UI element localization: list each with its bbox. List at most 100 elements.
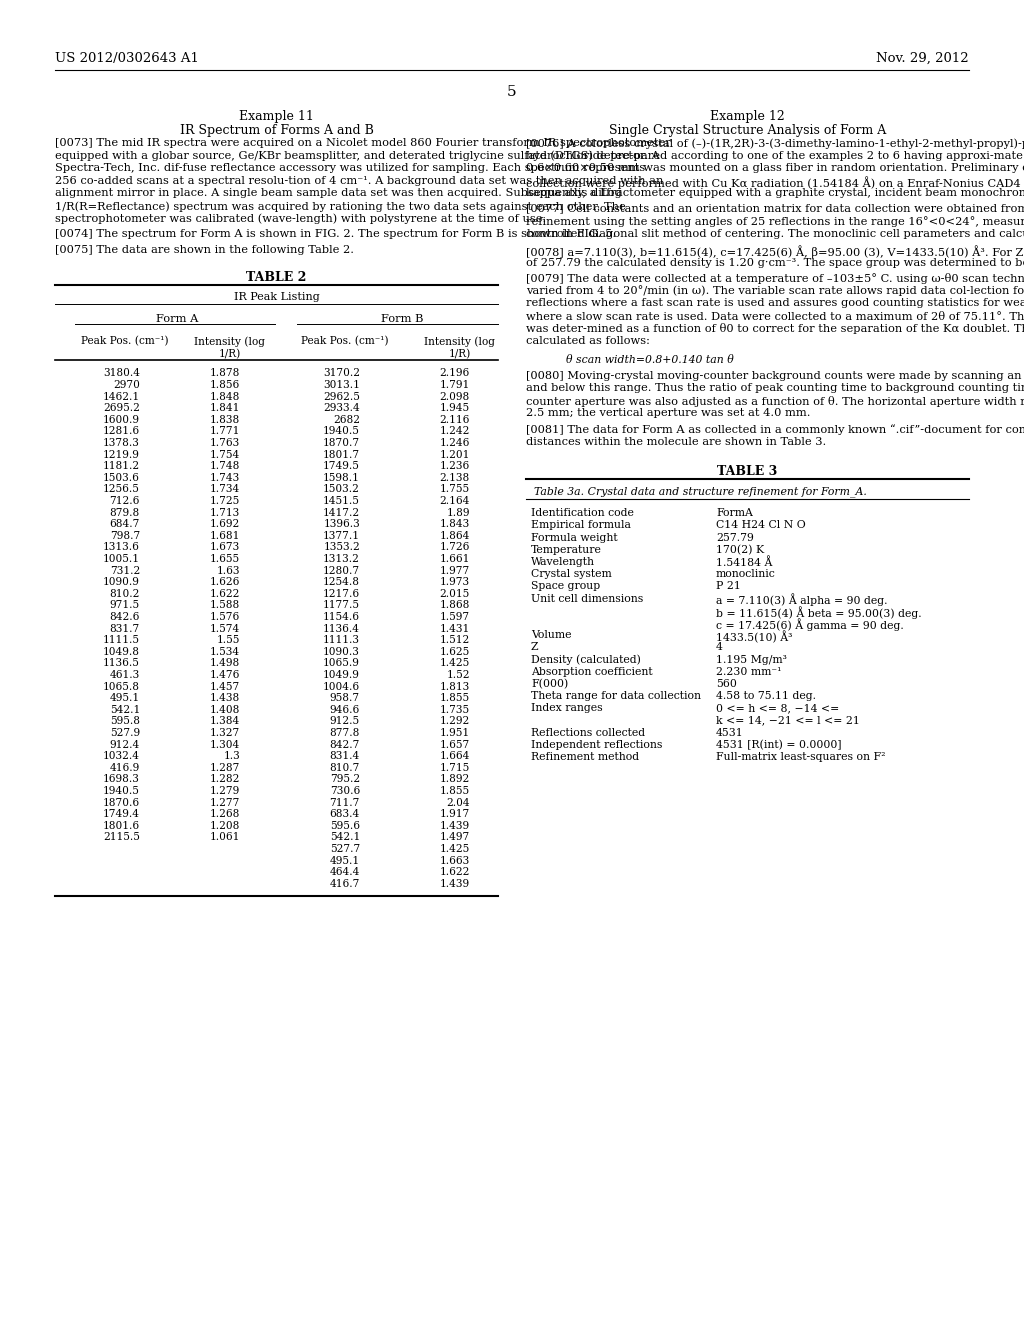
Text: 0 <= h <= 8, −14 <=: 0 <= h <= 8, −14 <=: [716, 704, 840, 713]
Text: 1.892: 1.892: [439, 775, 470, 784]
Text: Form B: Form B: [381, 314, 424, 325]
Text: 958.7: 958.7: [330, 693, 360, 704]
Text: P 21: P 21: [716, 581, 741, 591]
Text: 1.439: 1.439: [440, 879, 470, 888]
Text: 1.917: 1.917: [439, 809, 470, 820]
Text: 1417.2: 1417.2: [323, 508, 360, 517]
Text: 2.196: 2.196: [439, 368, 470, 379]
Text: 1.855: 1.855: [440, 785, 470, 796]
Text: 1.534: 1.534: [210, 647, 240, 657]
Text: 3170.2: 3170.2: [323, 368, 360, 379]
Text: 1378.3: 1378.3: [103, 438, 140, 447]
Text: equipped with a globar source, Ge/KBr beamsplitter, and deterated triglycine sul: equipped with a globar source, Ge/KBr be…: [55, 150, 659, 161]
Text: 1749.4: 1749.4: [103, 809, 140, 820]
Text: 1503.6: 1503.6: [103, 473, 140, 483]
Text: 831.7: 831.7: [110, 623, 140, 634]
Text: 1698.3: 1698.3: [103, 775, 140, 784]
Text: where a slow scan rate is used. Data were collected to a maximum of 2θ of 75.11°: where a slow scan rate is used. Data wer…: [526, 310, 1024, 322]
Text: Example 12: Example 12: [710, 110, 784, 123]
Text: 1.771: 1.771: [210, 426, 240, 437]
Text: counter aperture was also adjusted as a function of θ. The horizontal aperture w: counter aperture was also adjusted as a …: [526, 396, 1024, 407]
Text: Identification code: Identification code: [531, 508, 634, 519]
Text: Theta range for data collection: Theta range for data collection: [531, 692, 701, 701]
Text: 712.6: 712.6: [110, 496, 140, 506]
Text: 1111.5: 1111.5: [103, 635, 140, 645]
Text: 4531: 4531: [716, 727, 743, 738]
Text: 1940.5: 1940.5: [324, 426, 360, 437]
Text: 1.282: 1.282: [210, 775, 240, 784]
Text: 4531 [R(int) = 0.0000]: 4531 [R(int) = 0.0000]: [716, 741, 842, 750]
Text: 1.576: 1.576: [210, 612, 240, 622]
Text: 1.848: 1.848: [210, 392, 240, 401]
Text: 2.04: 2.04: [446, 797, 470, 808]
Text: 1.061: 1.061: [210, 833, 240, 842]
Text: 1353.2: 1353.2: [324, 543, 360, 552]
Text: k <= 14, −21 <= l <= 21: k <= 14, −21 <= l <= 21: [716, 715, 860, 726]
Text: 4: 4: [716, 643, 723, 652]
Text: reflections where a fast scan rate is used and assures good counting statistics : reflections where a fast scan rate is us…: [526, 298, 1024, 308]
Text: varied from 4 to 20°/min (in ω). The variable scan rate allows rapid data col-le: varied from 4 to 20°/min (in ω). The var…: [526, 285, 1024, 297]
Text: 3180.4: 3180.4: [103, 368, 140, 379]
Text: 542.1: 542.1: [330, 833, 360, 842]
Text: 1.292: 1.292: [439, 717, 470, 726]
Text: 1.52: 1.52: [446, 671, 470, 680]
Text: 1.673: 1.673: [210, 543, 240, 552]
Text: 1136.4: 1136.4: [323, 623, 360, 634]
Text: 1.457: 1.457: [210, 681, 240, 692]
Text: 1.588: 1.588: [210, 601, 240, 610]
Text: TABLE 2: TABLE 2: [247, 272, 306, 284]
Text: 1.3: 1.3: [223, 751, 240, 762]
Text: 495.1: 495.1: [110, 693, 140, 704]
Text: US 2012/0302643 A1: US 2012/0302643 A1: [55, 51, 199, 65]
Text: [0080] Moving-crystal moving-counter background counts were made by scanning an : [0080] Moving-crystal moving-counter bac…: [526, 371, 1024, 380]
Text: 1.791: 1.791: [439, 380, 470, 389]
Text: Peak Pos. (cm⁻¹): Peak Pos. (cm⁻¹): [301, 337, 389, 347]
Text: 1801.6: 1801.6: [102, 821, 140, 830]
Text: 1.951: 1.951: [440, 729, 470, 738]
Text: c = 17.425(6) Å gamma = 90 deg.: c = 17.425(6) Å gamma = 90 deg.: [716, 618, 904, 631]
Text: 2970: 2970: [113, 380, 140, 389]
Text: 3013.1: 3013.1: [324, 380, 360, 389]
Text: [0078] a=7.110(3), b=11.615(4), c=17.425(6) Å, β=95.00 (3), V=1433.5(10) Å³. For: [0078] a=7.110(3), b=11.615(4), c=17.425…: [526, 244, 1024, 257]
Text: 1.438: 1.438: [210, 693, 240, 704]
Text: 711.7: 711.7: [330, 797, 360, 808]
Text: Independent reflections: Independent reflections: [531, 741, 663, 750]
Text: 810.2: 810.2: [110, 589, 140, 599]
Text: of 257.79 the calculated density is 1.20 g·cm⁻³. The space group was determined : of 257.79 the calculated density is 1.20…: [526, 257, 1024, 268]
Text: calculated as follows:: calculated as follows:: [526, 337, 650, 346]
Text: [0076] A colorless crystal of (–)-(1R,2R)-3-(3-dimethy-lamino-1-ethyl-2-methyl-p: [0076] A colorless crystal of (–)-(1R,2R…: [526, 139, 1024, 149]
Text: Refinement method: Refinement method: [531, 752, 639, 762]
Text: 1.734: 1.734: [210, 484, 240, 495]
Text: [0075] The data are shown in the following Table 2.: [0075] The data are shown in the followi…: [55, 244, 354, 255]
Text: 1005.1: 1005.1: [103, 554, 140, 564]
Text: 831.4: 831.4: [330, 751, 360, 762]
Text: 1090.3: 1090.3: [324, 647, 360, 657]
Text: 1.384: 1.384: [210, 717, 240, 726]
Text: 1.655: 1.655: [210, 554, 240, 564]
Text: 1.855: 1.855: [440, 693, 470, 704]
Text: 1.977: 1.977: [439, 565, 470, 576]
Text: Spectra-Tech, Inc. dif-fuse reflectance accessory was utilized for sampling. Eac: Spectra-Tech, Inc. dif-fuse reflectance …: [55, 164, 645, 173]
Text: 1090.9: 1090.9: [103, 577, 140, 587]
Text: 1.512: 1.512: [439, 635, 470, 645]
Text: 1.597: 1.597: [440, 612, 470, 622]
Text: 1.754: 1.754: [210, 450, 240, 459]
Text: Index ranges: Index ranges: [531, 704, 603, 713]
Text: FormA: FormA: [716, 508, 753, 519]
Text: 1598.1: 1598.1: [324, 473, 360, 483]
Text: kappa axis diffractometer equipped with a graphite crystal, incident beam monoch: kappa axis diffractometer equipped with …: [526, 189, 1024, 198]
Text: 416.7: 416.7: [330, 879, 360, 888]
Text: 971.5: 971.5: [110, 601, 140, 610]
Text: F(000): F(000): [531, 678, 568, 689]
Text: 2682: 2682: [333, 414, 360, 425]
Text: C14 H24 Cl N O: C14 H24 Cl N O: [716, 520, 806, 531]
Text: hydrochloride pre-pared according to one of the examples 2 to 6 having approxi-m: hydrochloride pre-pared according to one…: [526, 150, 1024, 161]
Text: 1.236: 1.236: [439, 461, 470, 471]
Text: 527.9: 527.9: [110, 729, 140, 738]
Text: 2962.5: 2962.5: [324, 392, 360, 401]
Text: 1801.7: 1801.7: [323, 450, 360, 459]
Text: Table 3a. Crystal data and structure refinement for Form_A.: Table 3a. Crystal data and structure ref…: [534, 486, 867, 496]
Text: Volume: Volume: [531, 630, 571, 640]
Text: 1313.6: 1313.6: [103, 543, 140, 552]
Text: Single Crystal Structure Analysis of Form A: Single Crystal Structure Analysis of For…: [609, 124, 886, 137]
